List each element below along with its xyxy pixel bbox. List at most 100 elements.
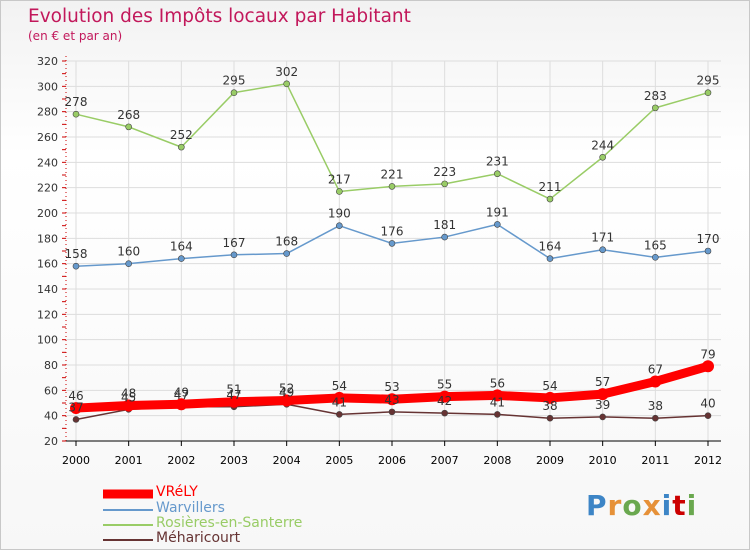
data-label-m-haricourt: 42 <box>437 394 452 408</box>
y-tick-label: 160 <box>37 258 58 271</box>
data-label-warvillers: 158 <box>65 247 88 261</box>
data-label-rosi-res-en-santerre: 252 <box>170 128 193 142</box>
data-point-rosi-res-en-santerre <box>599 153 606 161</box>
data-point-vr-ly <box>122 399 135 412</box>
data-label-vr-ly: 52 <box>279 381 294 395</box>
x-tick-label: 2012 <box>694 454 722 467</box>
data-label-m-haricourt: 38 <box>542 399 557 413</box>
data-point-m-haricourt <box>704 412 712 419</box>
x-tick-label: 2007 <box>431 454 459 467</box>
data-point-rosi-res-en-santerre <box>72 110 80 118</box>
data-point-warvillers <box>72 262 80 270</box>
data-label-m-haricourt: 45 <box>121 390 136 404</box>
data-point-rosi-res-en-santerre <box>546 195 554 203</box>
data-label-vr-ly: 54 <box>332 379 347 393</box>
data-label-warvillers: 164 <box>539 240 562 254</box>
legend-swatch-meharicourt <box>103 538 153 541</box>
data-point-m-haricourt <box>599 413 606 421</box>
data-point-rosi-res-en-santerre <box>230 89 238 96</box>
data-label-rosi-res-en-santerre: 295 <box>697 74 720 88</box>
data-point-warvillers <box>125 260 132 267</box>
logo-letter: x <box>642 489 662 522</box>
data-point-warvillers <box>546 255 554 262</box>
data-label-vr-ly: 56 <box>490 376 505 390</box>
data-point-m-haricourt <box>72 416 80 423</box>
data-label-warvillers: 160 <box>117 245 140 259</box>
data-point-warvillers <box>230 251 238 259</box>
data-label-vr-ly: 49 <box>174 385 189 399</box>
x-tick-label: 2008 <box>483 454 511 467</box>
data-point-warvillers <box>441 233 448 241</box>
data-label-rosi-res-en-santerre: 283 <box>644 89 667 103</box>
y-tick-label: 260 <box>37 131 58 144</box>
data-point-rosi-res-en-santerre <box>283 80 290 88</box>
chart-title: Evolution des Impôts locaux par Habitant <box>28 6 411 27</box>
data-label-rosi-res-en-santerre: 223 <box>433 165 456 179</box>
data-point-warvillers <box>494 221 501 228</box>
data-label-warvillers: 164 <box>170 240 193 254</box>
x-tick-label: 2009 <box>536 454 564 467</box>
data-point-m-haricourt <box>652 414 659 422</box>
data-point-vr-ly <box>333 391 346 404</box>
x-tick-label: 2000 <box>62 454 90 467</box>
proxiti-logo: Proxiti <box>586 489 697 522</box>
logo-letter: P <box>586 489 608 522</box>
data-label-vr-ly: 54 <box>542 379 557 393</box>
y-tick-label: 180 <box>37 232 58 245</box>
data-label-warvillers: 165 <box>644 238 667 252</box>
y-tick-label: 280 <box>37 106 58 119</box>
data-label-m-haricourt: 38 <box>648 399 663 413</box>
data-label-warvillers: 171 <box>591 231 614 245</box>
data-label-warvillers: 168 <box>275 235 298 249</box>
legend-label-vrely: VRéLY <box>156 484 198 500</box>
data-label-rosi-res-en-santerre: 221 <box>381 167 404 181</box>
x-tick-label: 2010 <box>589 454 617 467</box>
data-label-warvillers: 167 <box>223 236 246 250</box>
data-point-vr-ly <box>649 375 662 388</box>
x-tick-label: 2005 <box>325 454 353 467</box>
data-label-warvillers: 181 <box>433 218 456 232</box>
data-label-vr-ly: 51 <box>226 383 241 397</box>
data-point-vr-ly <box>70 402 82 415</box>
data-point-vr-ly <box>702 360 714 373</box>
logo-letter: t <box>672 489 687 522</box>
legend-swatch-rosieres <box>103 523 153 526</box>
axis-layer: 20 40 60 80 100 120 140 160 180 200 220 240 260 280 30… <box>37 55 722 467</box>
data-label-rosi-res-en-santerre: 217 <box>328 172 351 186</box>
data-point-vr-ly <box>491 389 504 402</box>
y-tick-label: 120 <box>37 308 58 321</box>
y-tick-label: 200 <box>37 207 58 220</box>
x-tick-label: 2006 <box>378 454 406 467</box>
x-tick-label: 2004 <box>273 454 301 467</box>
legend-label-meharicourt: Méharicourt <box>156 530 241 546</box>
legend-label-warvillers: Warvillers <box>156 500 225 516</box>
data-point-rosi-res-en-santerre <box>336 188 343 195</box>
logo-letter: o <box>622 489 643 522</box>
data-label-m-haricourt: 40 <box>700 397 715 411</box>
data-label-m-haricourt: 39 <box>595 398 610 412</box>
data-label-warvillers: 190 <box>328 207 351 221</box>
data-point-warvillers <box>178 255 185 262</box>
x-tick-label: 2001 <box>115 454 143 467</box>
y-tick-label: 320 <box>37 55 58 68</box>
legend-swatch-vrely <box>103 489 153 498</box>
y-tick-label: 240 <box>37 156 58 169</box>
x-tick-label: 2002 <box>167 454 195 467</box>
data-point-warvillers <box>388 240 396 247</box>
data-label-rosi-res-en-santerre: 231 <box>486 155 509 169</box>
data-point-rosi-res-en-santerre <box>178 143 185 151</box>
data-point-vr-ly <box>386 393 398 406</box>
y-tick-label: 140 <box>37 283 58 296</box>
data-label-vr-ly: 57 <box>595 375 610 389</box>
data-point-m-haricourt <box>494 411 501 418</box>
data-point-warvillers <box>652 254 659 261</box>
data-label-rosi-res-en-santerre: 295 <box>223 74 246 88</box>
y-tick-label: 40 <box>44 410 58 423</box>
data-label-m-haricourt: 49 <box>279 385 294 399</box>
data-point-m-haricourt <box>546 414 554 422</box>
data-label-vr-ly: 55 <box>437 378 452 392</box>
y-tick-label: 60 <box>44 384 58 397</box>
data-label-vr-ly: 53 <box>384 380 399 394</box>
data-label-rosi-res-en-santerre: 268 <box>117 108 140 122</box>
